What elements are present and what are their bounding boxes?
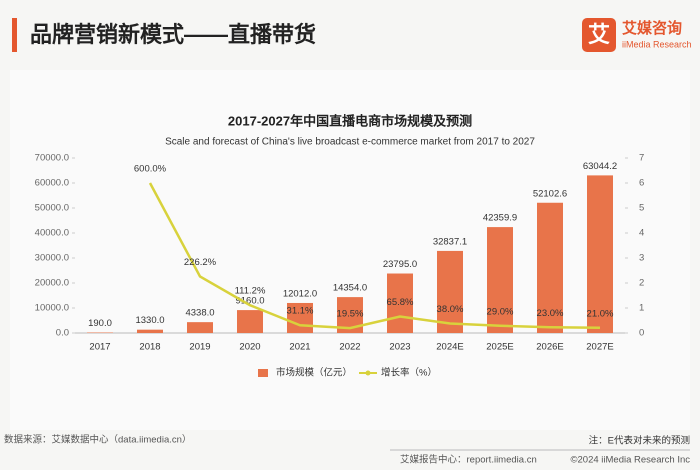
y2-tick-label: 2 (639, 278, 644, 289)
y2-tick-label: 6 (639, 178, 644, 189)
x-tick-label: 2019 (189, 342, 210, 353)
x-tick-label: 2027E (586, 342, 613, 353)
title-accent (12, 18, 17, 52)
bar (487, 227, 513, 333)
legend-swatch (258, 369, 268, 377)
chart-title: 2017-2027年中国直播电商市场规模及预测 (228, 113, 472, 128)
bar-value-label: 1330.0 (135, 315, 164, 326)
y-tick-label: 0.0 (56, 328, 69, 339)
growth-line (148, 182, 601, 330)
bar-value-label: 63044.2 (583, 161, 617, 172)
x-tick-label: 2026E (536, 342, 563, 353)
line-value-label: 19.5% (337, 309, 364, 320)
logo-icon-bg (582, 18, 616, 52)
bar (587, 175, 613, 333)
bar-value-label: 190.0 (88, 318, 112, 329)
y2-tick-label: 7 (639, 153, 644, 164)
source: 数据来源：艾媒数据中心（data.iimedia.cn） (4, 434, 191, 446)
logo-en: iiMedia Research (622, 39, 692, 49)
y2-tick-label: 5 (639, 203, 644, 214)
y-tick-label: 50000.0 (35, 203, 69, 214)
bar-value-label: 9160.0 (235, 296, 264, 307)
report-site: 艾媒报告中心：report.iimedia.cn (400, 454, 537, 466)
bar (187, 322, 213, 333)
x-tick-label: 2020 (239, 342, 260, 353)
x-tick-label: 2023 (389, 342, 410, 353)
y-tick-label: 20000.0 (35, 278, 69, 289)
line-value-label: 111.2% (235, 286, 266, 297)
legend-dot (365, 370, 371, 376)
y-tick-label: 10000.0 (35, 303, 69, 314)
y-tick-label: 30000.0 (35, 253, 69, 264)
y2-tick-label: 0 (639, 328, 644, 339)
line-value-label: 31.1% (287, 306, 314, 317)
line-value-label: 38.0% (437, 304, 464, 315)
x-tick-label: 2025E (486, 342, 513, 353)
logo-icon: 艾 (588, 22, 610, 47)
line-value-label: 65.8% (387, 297, 414, 308)
bar (537, 202, 563, 333)
chart-subtitle: Scale and forecast of China's live broad… (165, 137, 535, 148)
line-value-label: 600.0% (134, 164, 167, 175)
bar-value-label: 42359.9 (483, 213, 517, 224)
copyright: ©2024 iiMedia Research Inc (571, 455, 691, 466)
bar (137, 329, 163, 333)
bar-value-label: 32837.1 (433, 236, 467, 247)
bar-value-label: 14354.0 (333, 283, 367, 294)
legend-label: 市场规模（亿元） (276, 367, 352, 379)
x-tick-label: 2022 (339, 342, 360, 353)
page-title: 品牌营销新模式——直播带货 (30, 22, 316, 47)
line-value-label: 226.2% (184, 257, 217, 268)
x-tick-label: 2017 (89, 342, 110, 353)
bar (437, 250, 463, 333)
y-tick-label: 40000.0 (35, 228, 69, 239)
bar-value-label: 12012.0 (283, 288, 317, 299)
bar-value-label: 23795.0 (383, 259, 417, 270)
legend-label: 增长率（%） (381, 367, 437, 379)
line-value-label: 21.0% (587, 308, 614, 319)
y2-tick-label: 3 (639, 253, 644, 264)
line-value-label: 23.0% (537, 308, 564, 319)
y2-tick-label: 4 (639, 228, 644, 239)
bar-value-label: 52102.6 (533, 188, 567, 199)
x-tick-label: 2024E (436, 342, 463, 353)
bar (287, 302, 313, 333)
logo-name: 艾媒咨询 (622, 19, 682, 37)
y-tick-label: 70000.0 (35, 153, 69, 164)
bar-value-label: 4338.0 (185, 308, 214, 319)
chart-panel (10, 70, 690, 430)
note: 注：E代表对未来的预测 (589, 435, 690, 447)
bar (387, 273, 413, 333)
y2-tick-label: 1 (639, 303, 644, 314)
bar (237, 310, 263, 333)
x-tick-label: 2021 (289, 342, 310, 353)
line-value-label: 29.0% (487, 306, 514, 317)
y-tick-label: 60000.0 (35, 178, 69, 189)
x-tick-label: 2018 (139, 342, 160, 353)
